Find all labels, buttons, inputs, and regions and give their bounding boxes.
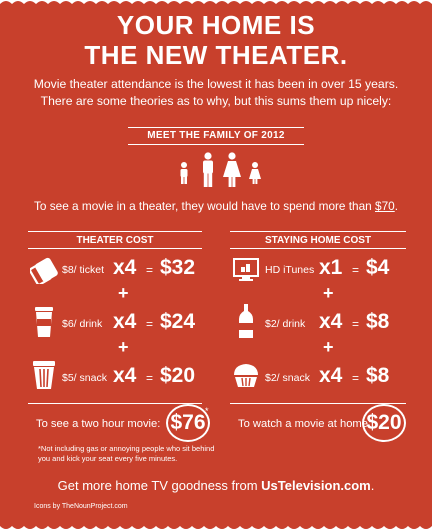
footer-link[interactable]: UsTelevision.com [261,478,371,493]
footer: Get more home TV goodness from UsTelevis… [0,478,432,493]
spend-sentence: To see a movie in a theater, they would … [0,199,432,213]
theater-summary-rule [28,403,202,404]
spend-amount: $70 [375,199,395,213]
theater-summary-label: To see a two hour movie: [36,418,161,430]
theater-row-2-total: $24 [160,310,196,333]
bottle-icon [239,304,253,338]
home-summary-rule [230,403,406,404]
home-row-1-mult: x1 [319,256,343,279]
home-summary-label: To watch a movie at home: [238,418,372,430]
theater-row-3-eq: = [146,371,154,385]
theater-summary-asterisk: * [205,406,209,416]
home-row-3-eq: = [352,371,360,385]
home-plus-1: + [323,283,334,303]
footer-text: Get more home TV goodness from [57,478,262,493]
theater-row-1-unit: $8/ ticket [62,264,105,276]
theater-row-3-total: $20 [160,364,196,387]
home-row-2-mult: x4 [319,310,343,333]
scallop-edge-bottom [0,522,432,529]
footer-end: . [370,478,375,493]
theater-heading: THEATER COST [76,235,154,246]
home-row-3-unit: $2/ snack [265,372,310,384]
theater-row-3-unit: $5/ snack [62,372,107,384]
cup-icon [35,307,53,337]
cupcake-icon [234,364,258,387]
theater-plus-1: + [118,283,129,303]
popcorn-icon [33,361,55,389]
theater-row-2-unit: $6/ drink [62,318,103,330]
theater-summary-total: $76 [166,404,210,442]
home-summary-total: $20 [362,404,406,442]
intro-text: Movie theater attendance is the lowest i… [33,77,399,108]
home-row-1-total: $4 [366,256,390,279]
home-row-1-unit: HD iTunes [265,264,315,276]
title-line-1: YOUR HOME IS [116,10,316,40]
theater-rule-bottom [28,248,202,249]
theater-row-2-mult: x4 [113,310,137,333]
home-rule-bottom [230,248,406,249]
theater-row-2-eq: = [146,317,154,331]
home-row-2-total: $8 [366,310,390,333]
title-line-2: THE NEW THEATER. [84,40,348,70]
theater-plus-2: + [118,337,129,357]
home-row-2-unit: $2/ drink [265,318,306,330]
family-icon [180,152,261,187]
home-row-1-eq: = [352,263,360,277]
spend-text: To see a movie in a theater, they would … [34,199,376,213]
home-heading: STAYING HOME COST [264,235,372,246]
infographic-card: YOUR HOME IS THE NEW THEATER. Movie thea… [0,4,432,526]
home-row-3-mult: x4 [319,364,343,387]
theater-row-1-eq: = [146,263,154,277]
home-rule-top [230,231,406,232]
spend-end: . [394,199,398,213]
theater-rule-top [28,231,202,232]
tv-icon [233,258,259,281]
home-row-3-total: $8 [366,364,390,387]
ticket-icon [30,257,58,284]
icon-credit: Icons by TheNounProject.com [34,503,128,510]
footnote: *Not including gas or annoying people wh… [38,444,215,463]
family-rule-bottom [128,144,304,145]
family-heading: MEET THE FAMILY OF 2012 [147,130,285,141]
family-rule-top [128,127,304,128]
theater-row-1-total: $32 [160,256,196,279]
home-row-2-eq: = [352,317,360,331]
theater-row-1-mult: x4 [113,256,137,279]
theater-row-3-mult: x4 [113,364,137,387]
home-plus-2: + [323,337,334,357]
